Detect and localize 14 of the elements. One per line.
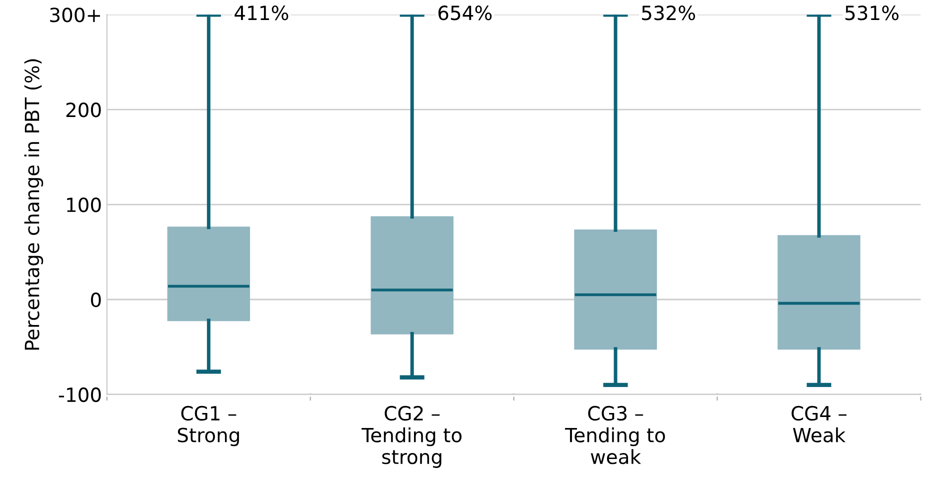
- y-tick-label: 0: [91, 292, 101, 308]
- x-tick-label: CG1 – Strong: [178, 406, 239, 446]
- x-tick-label: CG3 – Tending to weak: [565, 406, 665, 464]
- y-tick-label: -100: [58, 387, 101, 402]
- annotation: 411%: [234, 6, 288, 20]
- x-tick-label: CG4 – Weak: [792, 406, 846, 442]
- x-tick-label: CG2 – Tending to strong: [362, 406, 462, 468]
- y-tick-label: 300+: [50, 8, 100, 22]
- annotation: 654%: [438, 6, 492, 20]
- y-tick-label: 200: [66, 102, 101, 118]
- annotation: 531%: [845, 6, 898, 20]
- y-tick-label: 100: [67, 197, 101, 212]
- y-axis-title: Percentage change in PBT (%): [24, 59, 44, 350]
- annotation: 532%: [642, 6, 696, 20]
